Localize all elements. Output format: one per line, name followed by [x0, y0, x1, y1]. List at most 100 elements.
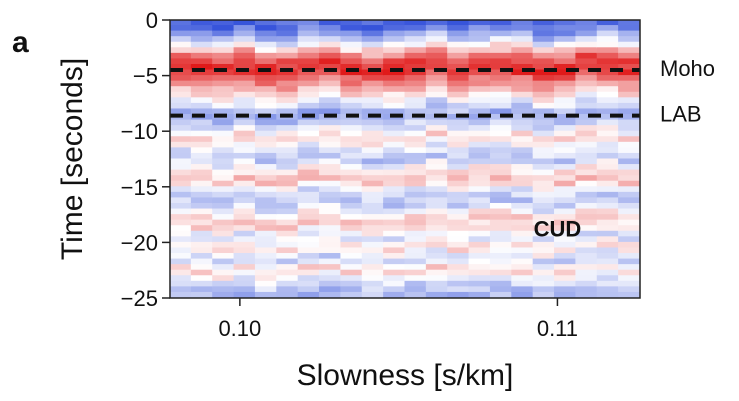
heatmap-cell: [532, 280, 556, 288]
heatmap-cell: [596, 52, 620, 60]
heatmap-cell: [170, 241, 192, 249]
heatmap-cell: [618, 152, 640, 160]
heatmap-cell: [212, 36, 235, 43]
heatmap-cell: [575, 291, 598, 298]
heatmap-cell: [297, 69, 321, 77]
heatmap-cell: [425, 208, 449, 216]
heatmap-cell: [404, 119, 427, 127]
heatmap-cell: [404, 141, 427, 149]
heatmap-cell: [340, 236, 363, 243]
heatmap-cell: [404, 186, 427, 193]
heatmap-cell: [254, 253, 278, 260]
heatmap-cell: [596, 36, 620, 43]
heatmap-cell: [532, 180, 556, 188]
heatmap-cell: [468, 169, 491, 177]
x-tick-label: 0.11: [537, 316, 578, 341]
heatmap-cell: [554, 125, 577, 132]
heatmap-cell: [468, 164, 491, 171]
heatmap-cell: [447, 152, 470, 160]
heatmap-cell: [340, 186, 363, 193]
heatmap-cell: [276, 214, 299, 221]
heatmap-cell: [532, 63, 556, 71]
heatmap-cell: [554, 241, 577, 249]
heatmap-cell: [596, 197, 620, 204]
heatmap-cell: [532, 230, 556, 238]
heatmap-cell: [254, 91, 278, 99]
heatmap-cell: [212, 58, 235, 65]
heatmap-cell: [596, 136, 620, 143]
heatmap-cell: [254, 52, 278, 60]
heatmap-cell: [618, 47, 640, 54]
heatmap-cell: [468, 102, 491, 110]
heatmap-cell: [254, 169, 278, 177]
heatmap-cell: [404, 41, 427, 49]
heatmap-cell: [170, 30, 192, 38]
heatmap-cell: [468, 125, 491, 132]
heatmap-cell: [233, 180, 256, 188]
heatmap-cell: [319, 119, 342, 127]
heatmap-cell: [447, 175, 470, 182]
heatmap-cell: [532, 175, 556, 182]
heatmap-cell: [575, 214, 598, 221]
heatmap-cell: [618, 269, 640, 277]
heatmap-cell: [596, 97, 620, 104]
heatmap-cell: [276, 180, 299, 188]
heatmap-cell: [489, 80, 513, 88]
heatmap-cell: [511, 164, 534, 171]
heatmap-cell: [361, 275, 385, 282]
heatmap-cell: [575, 202, 598, 210]
heatmap-cell: [170, 258, 192, 266]
heatmap-cell: [340, 208, 363, 216]
heatmap-cell: [297, 180, 321, 188]
heatmap-cell: [447, 197, 470, 204]
heatmap-cell: [489, 225, 513, 232]
heatmap-cell: [554, 186, 577, 193]
heatmap-cell: [190, 197, 214, 204]
heatmap-cell: [276, 136, 299, 143]
heatmap-cell: [596, 91, 620, 99]
heatmap-cell: [276, 236, 299, 243]
heatmap-cell: [554, 41, 577, 49]
heatmap-cell: [618, 63, 640, 71]
heatmap-cell: [554, 86, 577, 93]
heatmap-cell: [276, 108, 299, 116]
heatmap-cell: [383, 214, 406, 221]
heatmap-cell: [404, 69, 427, 77]
heatmap-cell: [212, 253, 235, 260]
heatmap-cell: [212, 197, 235, 204]
heatmap-cell: [233, 69, 256, 77]
heatmap-cell: [254, 20, 278, 27]
heatmap-cell: [361, 91, 385, 99]
heatmap-cell: [276, 275, 299, 282]
heatmap-cell: [468, 180, 491, 188]
heatmap-cell: [361, 63, 385, 71]
heatmap-cell: [425, 225, 449, 232]
heatmap-cell: [447, 36, 470, 43]
heatmap-cell: [361, 86, 385, 93]
heatmap-cell: [190, 102, 214, 110]
heatmap-cell: [170, 264, 192, 271]
heatmap-cell: [361, 147, 385, 154]
heatmap-cell: [276, 47, 299, 54]
heatmap-cell: [254, 280, 278, 288]
heatmap-cell: [447, 186, 470, 193]
heatmap-cell: [489, 75, 513, 82]
heatmap-cell: [383, 25, 406, 32]
heatmap-cell: [254, 102, 278, 110]
heatmap-cell: [575, 75, 598, 82]
heatmap-cell: [489, 191, 513, 199]
heatmap-cell: [170, 86, 192, 93]
heatmap-cell: [618, 102, 640, 110]
heatmap-cell: [447, 41, 470, 49]
heatmap-cell: [340, 52, 363, 60]
heatmap-cell: [425, 136, 449, 143]
x-axis: 0.10 0.11: [218, 298, 578, 341]
heatmap-cell: [425, 214, 449, 221]
heatmap-cell: [340, 253, 363, 260]
heatmap-cell: [404, 102, 427, 110]
heatmap-cell: [447, 230, 470, 238]
heatmap-cell: [468, 75, 491, 82]
heatmap-cell: [554, 164, 577, 171]
heatmap-cell: [511, 97, 534, 104]
heatmap-cell: [212, 119, 235, 127]
